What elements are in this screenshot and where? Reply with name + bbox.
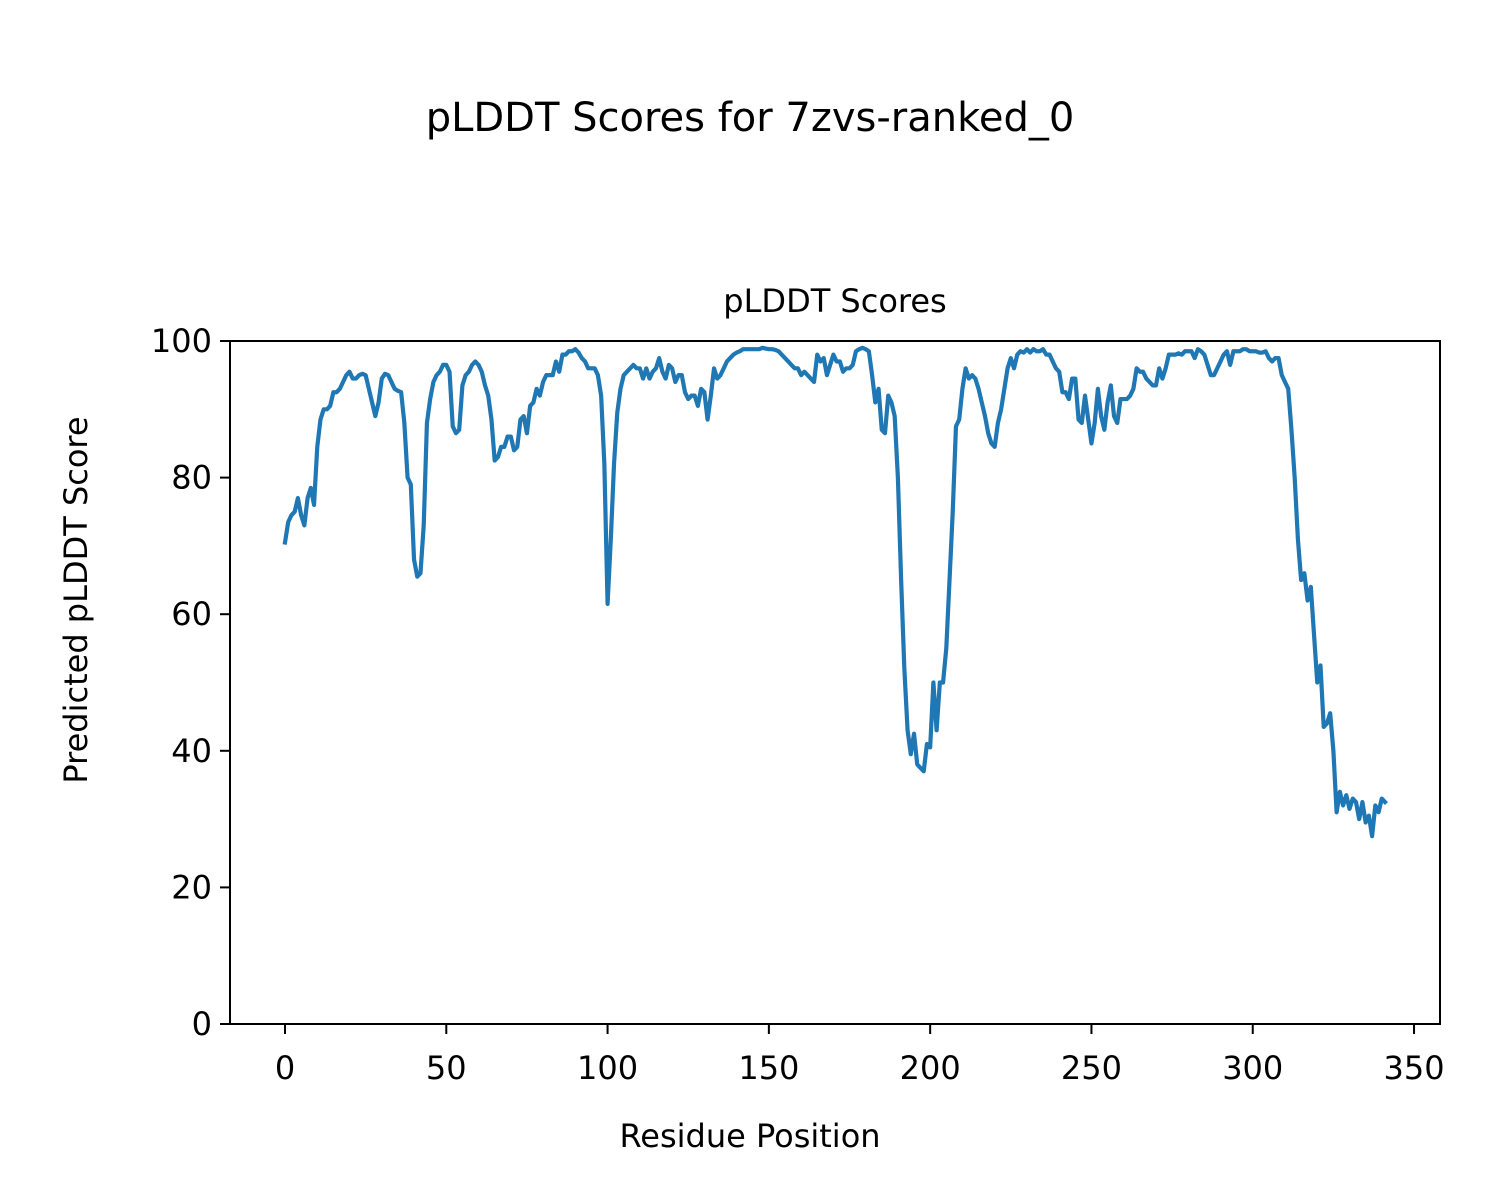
y-tick-label: 100	[151, 322, 212, 360]
y-tick-label: 0	[192, 1005, 212, 1043]
x-tick-label: 300	[1222, 1049, 1283, 1087]
x-tick-label: 250	[1061, 1049, 1122, 1087]
y-tick-label: 60	[171, 595, 212, 633]
x-tick-label: 200	[900, 1049, 961, 1087]
y-axis-label: Predicted pLDDT Score	[57, 416, 95, 783]
axes-title: pLDDT Scores	[723, 282, 946, 320]
x-tick-label: 350	[1383, 1049, 1444, 1087]
figure-title: pLDDT Scores for 7zvs-ranked_0	[426, 95, 1075, 141]
x-tick-label: 100	[577, 1049, 638, 1087]
y-tick-label: 20	[171, 868, 212, 906]
y-tick-label: 80	[171, 459, 212, 497]
x-tick-label: 150	[738, 1049, 799, 1087]
x-tick-label: 50	[426, 1049, 467, 1087]
x-tick-label: 0	[275, 1049, 295, 1087]
y-tick-label: 40	[171, 732, 212, 770]
data-line	[282, 345, 1388, 839]
x-axis-label: Residue Position	[619, 1117, 880, 1155]
axes-frame	[229, 340, 1441, 1025]
